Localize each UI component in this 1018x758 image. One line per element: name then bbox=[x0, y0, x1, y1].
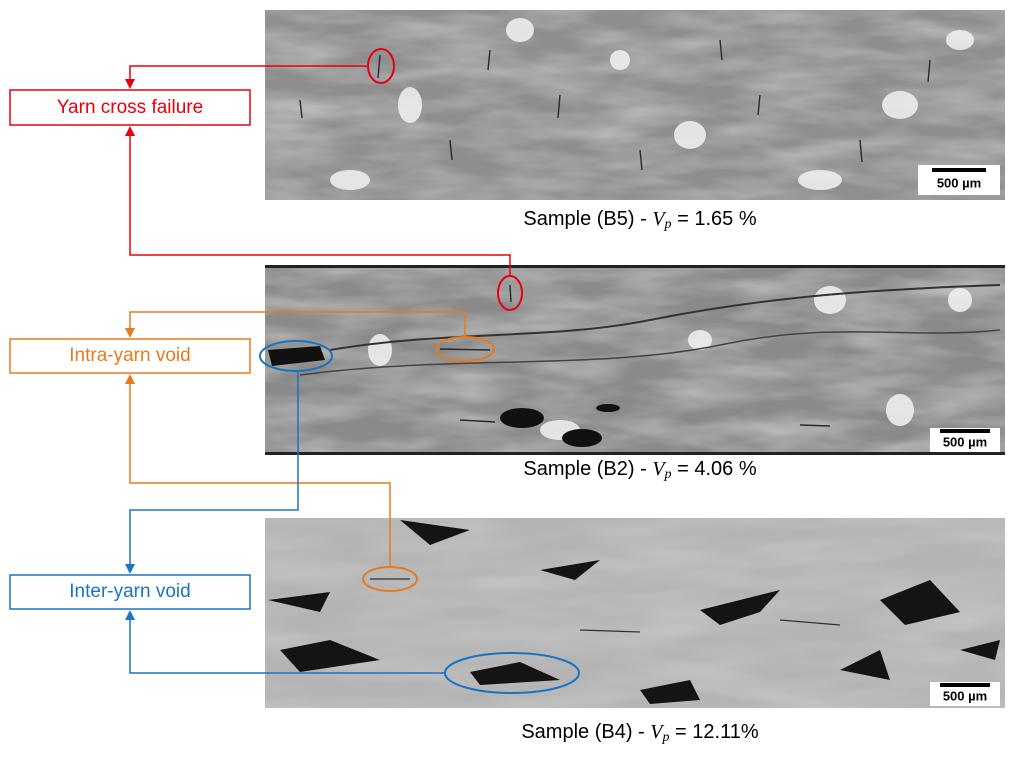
micrograph-b2: 500 µm bbox=[265, 265, 1005, 455]
connector-orange bbox=[125, 311, 495, 592]
label-box bbox=[9, 574, 251, 610]
caption: Sample (B5) - Vp = 1.65 % bbox=[523, 208, 756, 233]
label: Inter-yarn void bbox=[69, 581, 190, 602]
connector-red bbox=[125, 48, 523, 311]
caption: Sample (B2) - Vp = 4.06 % bbox=[523, 458, 756, 483]
label-box bbox=[9, 338, 251, 374]
scale-bar-label: 500 µm bbox=[937, 175, 981, 190]
scale-bar-label: 500 µm bbox=[943, 434, 987, 449]
label-box bbox=[9, 89, 251, 126]
label: Intra-yarn void bbox=[69, 345, 190, 366]
label: Yarn cross failure bbox=[57, 97, 203, 118]
caption: Sample (B4) - Vp = 12.11% bbox=[521, 721, 759, 746]
micrograph-b5: 500 µm bbox=[265, 10, 1005, 200]
micrograph-b4: 500 µm bbox=[265, 518, 1005, 708]
connector-blue bbox=[125, 340, 580, 694]
scale-bar-label: 500 µm bbox=[943, 688, 987, 703]
